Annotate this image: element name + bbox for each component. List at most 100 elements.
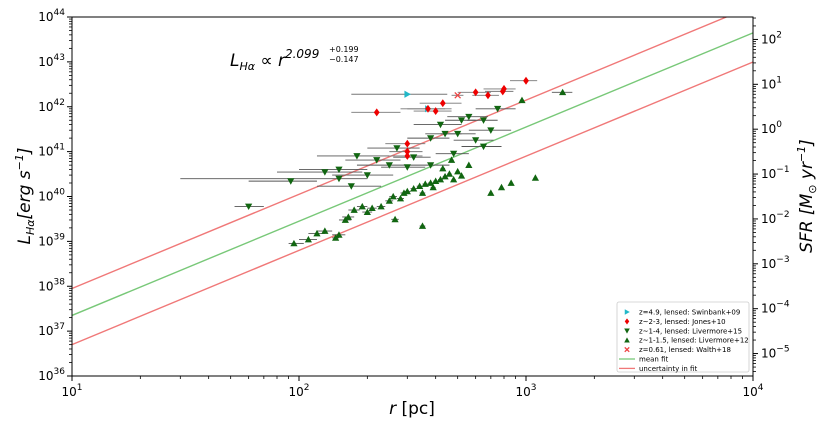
y-tick-label: 1036 — [38, 367, 65, 383]
data-point — [450, 150, 458, 158]
data-point — [304, 235, 312, 243]
y2-tick-label: 102 — [761, 30, 782, 46]
data-point — [441, 172, 449, 180]
x-axis-label-unit: [pc] — [396, 399, 435, 419]
legend-label: z~1-1.5, lensed: Livermore+12 — [639, 337, 749, 345]
x-axis-label: r [pc] — [389, 399, 435, 419]
y2-axis-label: SFR [M⊙ yr−1] — [795, 139, 819, 253]
data-point — [403, 187, 411, 195]
data-point — [454, 167, 462, 175]
fit-line-2 — [72, 61, 753, 346]
data-point — [344, 213, 352, 220]
y2-tick-label: 10−4 — [761, 300, 790, 316]
data-point — [472, 137, 480, 144]
data-point — [465, 113, 473, 121]
data-point — [350, 206, 358, 213]
legend-marker — [624, 328, 630, 334]
legend-label: mean fit — [639, 356, 668, 364]
y2-axis-label-sun: ⊙ — [806, 185, 819, 194]
y2-axis-label-unit: yr — [797, 161, 817, 184]
data-point — [432, 107, 439, 116]
data-point — [457, 172, 466, 179]
data-point — [290, 239, 298, 247]
data-point — [497, 183, 506, 191]
data-point — [487, 189, 495, 196]
annotation-exp: 2.099 — [285, 47, 319, 61]
legend-marker — [624, 337, 630, 343]
y-axis-label-unit: [erg s — [15, 170, 35, 219]
svg-text:LHα ∝ r2.099: LHα ∝ r2.099 — [230, 47, 319, 73]
y-axis-label: LHα[erg s−1] — [13, 147, 37, 244]
data-point — [445, 170, 454, 177]
fit-annotation: LHα ∝ r2.099 +0.199 −0.147 — [230, 45, 359, 73]
legend-marker — [624, 346, 630, 353]
legend-label: z=4.9, lensed: Swinbank+09 — [639, 309, 740, 317]
data-point — [404, 147, 411, 156]
y-tick-label: 1041 — [38, 143, 65, 159]
data-point — [518, 96, 526, 104]
annotation-upper: +0.199 — [329, 45, 359, 54]
legend-label: z=0.61, lensed: Walth+18 — [639, 346, 731, 354]
y2-tick-label: 10−3 — [761, 255, 790, 271]
fit-line-0 — [72, 32, 753, 317]
y-axis-label-exp: −1 — [13, 154, 26, 170]
data-point — [436, 121, 445, 129]
annotation-sub: Hα — [239, 60, 255, 73]
data-point — [389, 192, 397, 200]
legend: z=4.9, lensed: Swinbank+09z~2-3, lensed:… — [616, 301, 750, 373]
data-point — [427, 179, 435, 186]
legend-label: z~1-4, lensed: Livermore+15 — [639, 327, 742, 335]
y-tick-label: 1039 — [38, 232, 65, 248]
data-point — [425, 104, 431, 113]
data-point — [499, 87, 506, 96]
data-point — [523, 76, 529, 85]
y-axis-label-sub: Hα — [24, 219, 37, 235]
data-point — [335, 166, 343, 174]
data-point — [385, 162, 393, 169]
data-point — [313, 229, 321, 237]
legend-box — [616, 301, 750, 373]
data-point — [373, 157, 381, 164]
data-point — [335, 231, 343, 238]
data-point — [494, 105, 502, 113]
data-point — [447, 156, 456, 163]
data-point — [363, 208, 371, 215]
y-axis-label-close: ] — [15, 147, 35, 155]
data-point — [391, 215, 399, 223]
data-point — [418, 189, 427, 196]
data-point — [479, 143, 488, 151]
fit-line-1 — [72, 17, 729, 290]
data-point — [404, 90, 411, 98]
x-tick-label: 102 — [288, 383, 309, 399]
data-point — [429, 183, 437, 191]
x-tick-label: 101 — [61, 383, 82, 399]
fit-lines — [72, 17, 753, 346]
y-tick-label: 1044 — [38, 8, 65, 24]
data-point — [427, 162, 435, 169]
data-point — [410, 184, 418, 192]
data-point — [457, 117, 466, 124]
data-point — [377, 202, 385, 210]
data-point — [245, 203, 253, 211]
data-point — [403, 164, 411, 171]
data-point — [531, 174, 539, 181]
data-point — [507, 179, 515, 186]
data-point — [487, 127, 495, 134]
data-point — [485, 91, 491, 100]
data-point — [393, 145, 401, 152]
y2-axis-label-exp: −1 — [795, 146, 808, 162]
legend-label: uncertainty in fit — [639, 365, 697, 373]
data-point — [368, 204, 376, 212]
data-point — [441, 130, 449, 138]
data-point — [358, 202, 366, 210]
data-point — [363, 172, 371, 179]
x-axis-label-main: r — [389, 399, 397, 419]
data-point — [432, 177, 440, 185]
y2-tick-label: 10−1 — [761, 165, 790, 181]
data-point — [404, 139, 411, 148]
annotation-lower: −0.147 — [329, 55, 359, 64]
data-point — [287, 178, 295, 185]
data-point — [404, 152, 411, 160]
x-tick-label: 103 — [515, 383, 536, 399]
